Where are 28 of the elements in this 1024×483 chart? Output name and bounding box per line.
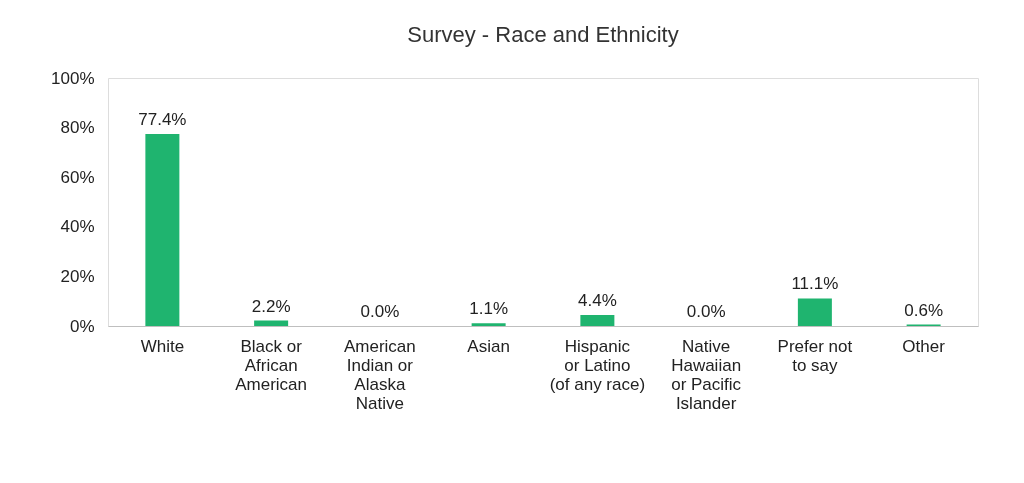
data-label: 0.0% <box>686 302 726 321</box>
bar <box>471 323 506 326</box>
bar <box>580 315 615 326</box>
x-tick-label: Native Hawaiian or Pacific Islander <box>671 336 742 413</box>
data-label: 0.6% <box>904 300 943 320</box>
chart-title: Survey - Race and Ethnicity <box>407 22 679 47</box>
bar <box>254 320 289 326</box>
data-label: 2.2% <box>251 296 291 316</box>
data-label: 77.4% <box>138 110 187 130</box>
x-tick-label: Other <box>902 336 946 356</box>
bar <box>145 134 180 326</box>
bar <box>797 298 832 326</box>
x-tick-label: White <box>140 336 185 356</box>
x-tick-label: Asian <box>467 336 510 356</box>
data-label: 0.0% <box>360 302 400 321</box>
y-tick-label: 100% <box>51 68 95 88</box>
y-tick-label: 80% <box>60 118 95 138</box>
y-tick-label: 40% <box>60 217 95 237</box>
x-tick-label: Black or African American <box>235 336 308 394</box>
x-tick-label: American Indian or Alaska Native <box>343 336 416 413</box>
data-label: 4.4% <box>578 291 617 311</box>
y-tick-label: 20% <box>60 266 95 286</box>
data-label: 11.1% <box>791 274 839 294</box>
x-tick-label: Hispanic or Latino (of any race) <box>549 336 646 394</box>
data-label: 1.1% <box>469 299 508 319</box>
y-tick-label: 60% <box>60 167 95 187</box>
y-tick-label: 0% <box>69 316 95 336</box>
x-tick-label: Prefer not to say <box>777 336 853 375</box>
